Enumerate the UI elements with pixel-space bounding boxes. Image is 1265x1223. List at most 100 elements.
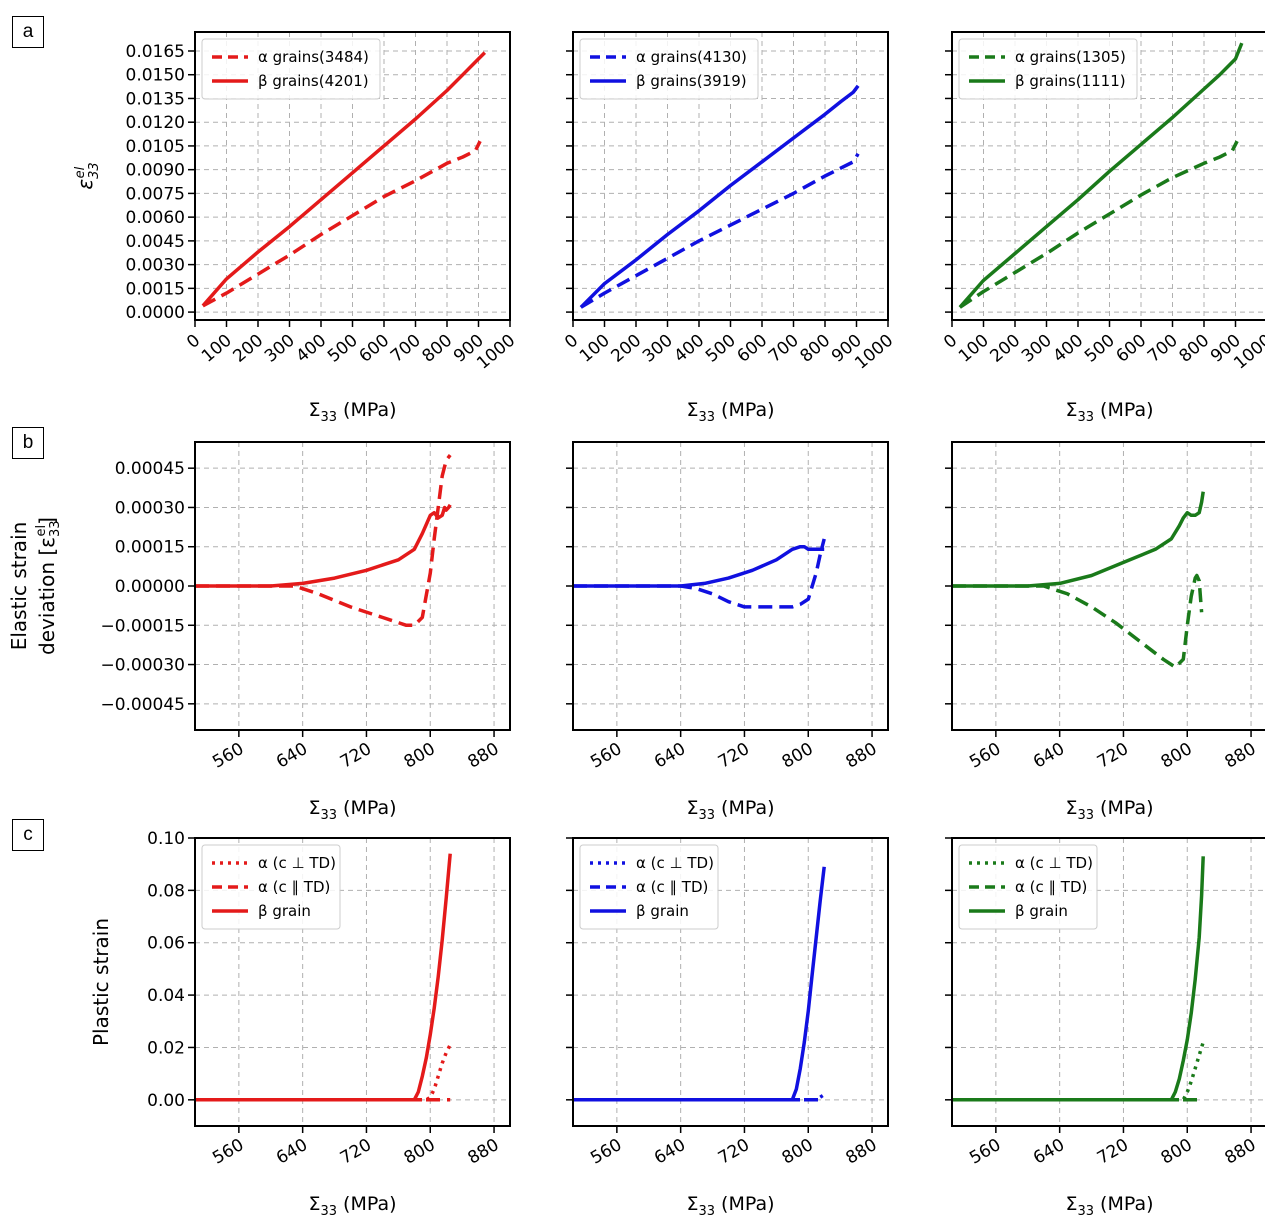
x-axis-label: Σ33 (MPa) [686, 399, 774, 425]
chart-c-green: 560 640 720 800 880 Σ33 (MPa) α (c ⊥ TD) α (c ∥… [945, 837, 1265, 1219]
y-tick-label: 0.00 [147, 1091, 185, 1111]
x-tick-label: 720 [337, 739, 375, 773]
x-tick-label: 560 [209, 739, 247, 773]
y-tick-label: 0.0075 [126, 184, 185, 204]
y-tick-label: 0.04 [147, 986, 185, 1006]
x-tick-label: 600 [733, 331, 771, 367]
x-tick-label: 640 [273, 739, 311, 773]
x-tick-label: 640 [651, 739, 689, 773]
plot-frame [951, 837, 1265, 1127]
x-axis-label: Σ33 (MPa) [686, 1193, 774, 1219]
x-tick-label: 880 [464, 1135, 502, 1169]
y-axis-label: Plastic strain [89, 918, 113, 1046]
x-tick-label: 800 [779, 739, 817, 773]
x-tick-label: 560 [966, 739, 1004, 773]
legend: α (c ⊥ TD) α (c ∥ TD) β grain [201, 844, 341, 930]
y-axis-label-line2: deviation [ε33el] [34, 517, 63, 655]
x-tick-label: 700 [387, 331, 425, 367]
x-tick-label: 100 [198, 331, 236, 367]
x-axis-label: Σ33 (MPa) [1065, 399, 1153, 425]
legend-label: α (c ⊥ TD) [636, 854, 714, 872]
legend-frame [579, 844, 719, 930]
y-tick-label: −0.00045 [100, 695, 185, 715]
legend-label: α (c ∥ TD) [1015, 878, 1087, 896]
legend-label: β grains(1111) [1015, 72, 1126, 90]
y-tick-label: 0.08 [147, 881, 185, 901]
x-tick-label: 500 [702, 331, 740, 367]
x-tick-label: 700 [1144, 331, 1182, 367]
x-axis-label: Σ33 (MPa) [308, 1193, 396, 1219]
legend-label: β grains(3919) [636, 72, 747, 90]
x-axis-label: Σ33 (MPa) [308, 797, 396, 823]
chart-b-red: 560 640 720 800 880 −0.00045 −0.00030 −0.00015 0… [7, 441, 511, 823]
x-tick-label: 600 [1112, 331, 1150, 367]
series-line-0 [202, 140, 482, 308]
x-tick-label: 200 [229, 331, 267, 367]
series-line-1 [958, 42, 1244, 309]
x-tick-label: 800 [1175, 331, 1213, 367]
legend-label: α grains(1305) [1015, 48, 1126, 66]
y-tick-label: 0.0165 [126, 42, 185, 62]
x-tick-label: 600 [355, 331, 393, 367]
x-tick-label: 800 [1158, 1135, 1196, 1169]
x-axis-label: Σ33 (MPa) [1065, 1193, 1153, 1219]
x-tick-label: 800 [418, 331, 456, 367]
legend: α grains(3484) β grains(4201) [201, 38, 381, 100]
panel-label-b: b [12, 427, 44, 459]
y-tick-label: 0.00015 [115, 538, 185, 558]
y-tick-label: 0.0000 [126, 303, 185, 323]
x-tick-label: 200 [607, 331, 645, 367]
x-tick-label: 880 [842, 1135, 880, 1169]
x-tick-label: 560 [966, 1135, 1004, 1169]
y-tick-label: 0.0105 [126, 137, 185, 157]
y-tick-label: 0.10 [147, 829, 185, 849]
x-tick-label: 500 [1081, 331, 1119, 367]
x-tick-label: 560 [209, 1135, 247, 1169]
x-tick-label: 640 [1030, 739, 1068, 773]
chart-b-blue: 560 640 720 800 880 Σ33 (MPa) [566, 441, 889, 823]
y-tick-label: 0.00030 [115, 498, 185, 518]
plot-frame [572, 837, 889, 1127]
x-tick-label: 880 [842, 739, 880, 773]
legend-frame [201, 38, 381, 100]
legend: α grains(4130) β grains(3919) [579, 38, 759, 100]
x-tick-label: 560 [587, 1135, 625, 1169]
x-tick-label: 640 [651, 1135, 689, 1169]
legend-label: β grain [636, 902, 689, 920]
x-tick-label: 560 [587, 739, 625, 773]
series-line-2 [952, 856, 1205, 1102]
legend-label: α grains(4130) [636, 48, 747, 66]
x-tick-label: 720 [715, 1135, 753, 1169]
x-tick-label: 720 [715, 739, 753, 773]
x-tick-label: 300 [639, 331, 677, 367]
x-tick-label: 880 [464, 739, 502, 773]
y-tick-label: −0.00015 [100, 616, 185, 636]
legend-frame [579, 38, 759, 100]
x-tick-label: 100 [955, 331, 993, 367]
legend-frame [201, 844, 341, 930]
x-tick-label: 720 [1094, 739, 1132, 773]
legend-label: β grain [258, 902, 311, 920]
legend-label: β grain [1015, 902, 1068, 920]
x-tick-label: 100 [576, 331, 614, 367]
y-tick-label: 0.0015 [126, 279, 185, 299]
x-tick-label: 200 [986, 331, 1024, 367]
panel-label-a: a [12, 16, 44, 48]
series-line-0 [958, 140, 1239, 309]
chart-b-green: 560 640 720 800 880 Σ33 (MPa) [945, 441, 1265, 823]
series-line-1 [195, 503, 452, 588]
x-tick-label: 720 [337, 1135, 375, 1169]
y-axis-label: ε33el [73, 162, 102, 189]
legend-label: α (c ⊥ TD) [258, 854, 336, 872]
series-line-2 [195, 853, 452, 1102]
x-tick-label: 640 [273, 1135, 311, 1169]
legend: α (c ⊥ TD) α (c ∥ TD) β grain [579, 844, 719, 930]
legend-label: α (c ∥ TD) [258, 878, 330, 896]
series-line-0 [952, 573, 1204, 669]
legend-frame [958, 38, 1138, 100]
series-line-1 [952, 491, 1205, 588]
x-axis-label: Σ33 (MPa) [1065, 797, 1153, 823]
